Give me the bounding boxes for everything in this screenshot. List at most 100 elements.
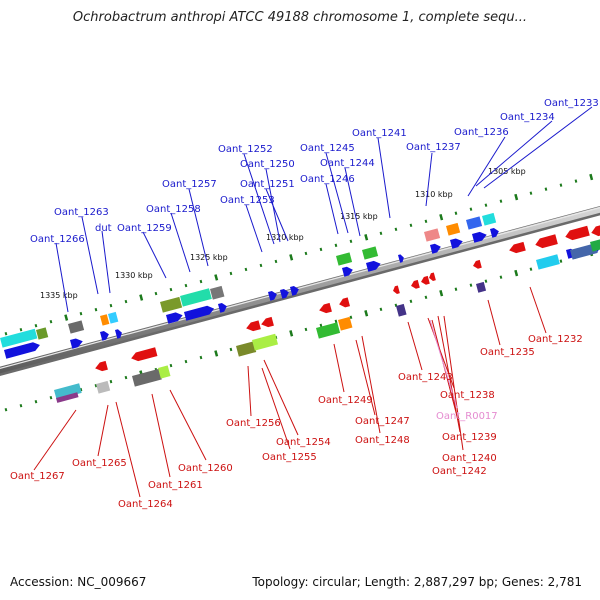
scale-dot	[289, 330, 294, 337]
gene-label-oant-1238[interactable]: Oant_1238	[440, 390, 495, 401]
gene-label-oant-1254[interactable]: Oant_1254	[276, 437, 331, 448]
scale-dot	[409, 299, 413, 303]
map-title: Ochrobactrum anthropi ATCC 49188 chromos…	[72, 10, 528, 25]
top-labels: Oant_1233 Oant_1234 Oant_1236 Oant_1237 …	[30, 98, 599, 245]
gene-label-oant-1256[interactable]: Oant_1256	[226, 418, 281, 429]
gene-box	[36, 327, 49, 340]
gene-box	[569, 243, 598, 260]
gene-label-oant-1261[interactable]: Oant_1261	[148, 480, 203, 491]
reverse-gene	[339, 297, 350, 308]
scale-dot	[124, 299, 128, 304]
forward-gene	[4, 342, 40, 359]
reverse-gene	[565, 225, 590, 241]
scale-labels: 1335 kbp 1330 kbp 1325 kbp 1320 kbp 1315…	[40, 167, 526, 300]
reverse-gene	[246, 320, 261, 332]
gene-label-oant-1257[interactable]: Oant_1257	[162, 179, 217, 190]
scale-dot	[454, 287, 458, 291]
gene-label-oant-1232[interactable]: Oant_1232	[528, 334, 583, 345]
scale-dot	[529, 267, 533, 271]
scale-dot	[304, 327, 308, 332]
reverse-gene	[473, 259, 482, 269]
bottom-labels: Oant_1232 Oant_1235 Oant_1243 Oant_1238 …	[10, 334, 583, 510]
scale-dot	[124, 375, 128, 380]
gene-label-oant-1249[interactable]: Oant_1249	[318, 395, 373, 406]
scale-dot	[349, 239, 353, 244]
gene-label-oant-1241[interactable]: Oant_1241	[352, 128, 407, 139]
gene-box	[210, 285, 225, 300]
gene-label-oant-1248[interactable]: Oant_1248	[355, 435, 410, 446]
scale-dot	[424, 295, 428, 299]
gene-label-oant-1235[interactable]: Oant_1235	[480, 347, 535, 358]
gene-label-dut[interactable]: dut	[95, 223, 112, 234]
forward-gene	[115, 329, 122, 339]
reverse-gene	[411, 279, 420, 289]
gene-label-oant-1243[interactable]: Oant_1243	[398, 372, 453, 383]
scale-dot	[559, 183, 563, 187]
scale-dot	[34, 323, 38, 328]
gene-label-oant-1266[interactable]: Oant_1266	[30, 234, 85, 245]
forward-gene	[472, 231, 487, 243]
gene-box	[55, 392, 79, 403]
scale-dot	[349, 315, 353, 320]
forward-gene	[290, 285, 299, 296]
forward-gene	[100, 330, 109, 341]
gene-label-oant-1244[interactable]: Oant_1244	[320, 158, 375, 169]
forward-gene	[70, 338, 83, 349]
gene-box	[338, 316, 353, 331]
gene-label-oant-1265[interactable]: Oant_1265	[72, 458, 127, 469]
gene-label-oant-1260[interactable]: Oant_1260	[178, 463, 233, 474]
gene-box	[236, 341, 257, 357]
scale-dot	[94, 307, 98, 312]
scale-dot	[364, 310, 369, 317]
scale-dot	[49, 395, 53, 400]
scale-dot	[529, 191, 533, 195]
gene-label-oant-1234[interactable]: Oant_1234	[500, 112, 555, 123]
gene-label-oant-1258[interactable]: Oant_1258	[146, 204, 201, 215]
gene-box	[132, 368, 162, 387]
gene-label-oant-1246[interactable]: Oant_1246	[300, 174, 355, 185]
scale-ring-lower	[4, 249, 594, 412]
gene-box	[336, 252, 353, 266]
scale-ring-upper	[4, 173, 594, 336]
gene-label-oant-1251[interactable]: Oant_1251	[240, 179, 295, 190]
gene-box	[158, 365, 171, 379]
gene-label-oant-1247[interactable]: Oant_1247	[355, 416, 410, 427]
scale-label-1325: 1325 kbp	[190, 253, 228, 262]
scale-dot	[199, 279, 203, 284]
gene-label-oant-1240[interactable]: Oant_1240	[442, 453, 497, 464]
scale-dot	[379, 307, 383, 312]
gene-label-oant-1264[interactable]: Oant_1264	[118, 499, 173, 510]
forward-gene	[490, 227, 499, 238]
gene-label-oant-r0017[interactable]: Oant_R0017	[436, 411, 498, 422]
gene-label-oant-1255[interactable]: Oant_1255	[262, 452, 317, 463]
scale-dot	[214, 350, 219, 357]
gene-label-oant-1253[interactable]: Oant_1253	[220, 195, 275, 206]
scale-dot	[229, 347, 233, 352]
scale-dot	[184, 283, 188, 288]
reverse-gene	[429, 272, 436, 281]
scale-dot	[589, 173, 594, 181]
forward-gene	[450, 238, 463, 249]
scale-dot	[169, 287, 173, 292]
gene-label-oant-1233[interactable]: Oant_1233	[544, 98, 599, 109]
scale-dot	[514, 269, 519, 277]
scale-dot	[484, 203, 488, 207]
gene-label-oant-1267[interactable]: Oant_1267	[10, 471, 65, 482]
scale-dot	[19, 404, 23, 408]
gene-box	[179, 288, 212, 307]
gene-label-oant-1242[interactable]: Oant_1242	[432, 466, 487, 477]
gene-box	[536, 254, 560, 270]
gene-label-oant-1236[interactable]: Oant_1236	[454, 127, 509, 138]
gene-label-oant-1263[interactable]: Oant_1263	[54, 207, 109, 218]
gene-label-oant-1239[interactable]: Oant_1239	[442, 432, 497, 443]
gene-label-oant-1237[interactable]: Oant_1237	[406, 142, 461, 153]
gene-label-oant-1252[interactable]: Oant_1252	[218, 144, 273, 155]
rna-leader-line	[429, 319, 458, 409]
scale-dot	[379, 231, 383, 236]
gene-label-oant-1250[interactable]: Oant_1250	[240, 159, 295, 170]
scale-dot	[454, 211, 458, 215]
scale-dot	[184, 359, 188, 364]
gene-label-oant-1259[interactable]: Oant_1259	[117, 223, 172, 234]
gene-label-oant-1245[interactable]: Oant_1245	[300, 143, 355, 154]
reverse-gene	[421, 275, 430, 285]
